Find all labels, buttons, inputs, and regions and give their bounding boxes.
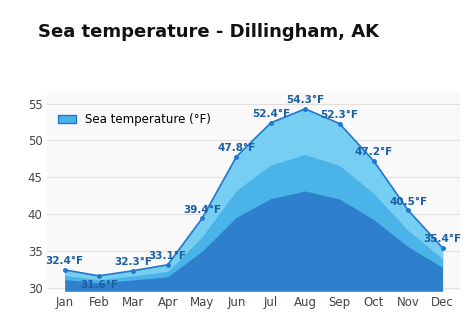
Text: 47.8°F: 47.8°F — [217, 143, 255, 153]
Text: 52.3°F: 52.3°F — [320, 110, 358, 120]
Text: 32.3°F: 32.3°F — [114, 257, 152, 267]
Text: 33.1°F: 33.1°F — [149, 251, 187, 261]
Text: 47.2°F: 47.2°F — [355, 147, 393, 158]
Text: 35.4°F: 35.4°F — [424, 234, 462, 244]
Text: 32.4°F: 32.4°F — [46, 256, 83, 266]
Text: 52.4°F: 52.4°F — [252, 109, 290, 119]
Text: Sea temperature - Dillingham, AK: Sea temperature - Dillingham, AK — [38, 23, 379, 41]
Text: 39.4°F: 39.4°F — [183, 205, 221, 215]
Legend: Sea temperature (°F): Sea temperature (°F) — [53, 109, 216, 131]
Text: 40.5°F: 40.5°F — [389, 197, 427, 207]
Text: 54.3°F: 54.3°F — [286, 95, 324, 105]
Text: 31.6°F: 31.6°F — [80, 279, 118, 290]
